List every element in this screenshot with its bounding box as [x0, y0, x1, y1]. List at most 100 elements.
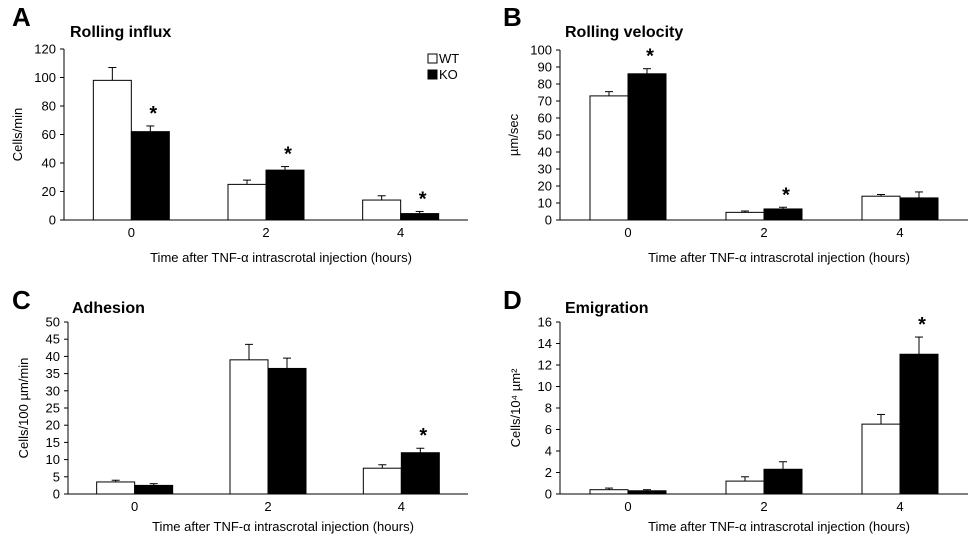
y-tick-label: 40 [42, 156, 56, 171]
panel-letter: C [12, 285, 31, 315]
y-tick-label: 10 [538, 379, 552, 394]
bar-ko [899, 197, 939, 221]
bar-ko [400, 213, 440, 221]
x-tick-label: 2 [262, 225, 269, 240]
y-tick-label: 6 [545, 422, 552, 437]
bar-wt [229, 359, 269, 495]
y-tick-label: 120 [34, 42, 56, 57]
bar-wt [227, 183, 267, 221]
significance-star: * [149, 103, 157, 125]
bar-wt [362, 199, 402, 221]
panel-title: Rolling influx [70, 24, 171, 41]
panel-title: Emigration [565, 300, 649, 317]
x-tick-label: 2 [264, 499, 271, 514]
y-tick-label: 50 [46, 315, 60, 330]
y-tick-label: 15 [46, 435, 60, 450]
y-tick-label: 40 [46, 349, 60, 364]
x-tick-label: 0 [128, 225, 135, 240]
y-tick-label: 10 [46, 452, 60, 467]
panel-title: Rolling velocity [565, 24, 683, 41]
y-axis-label: Cells/min [10, 108, 25, 161]
y-tick-label: 25 [46, 401, 60, 416]
bar-ko [265, 169, 305, 221]
x-tick-label: 4 [397, 225, 404, 240]
y-tick-label: 60 [42, 127, 56, 142]
y-tick-label: 0 [545, 487, 552, 502]
bar-ko [899, 353, 939, 495]
y-tick-label: 10 [538, 196, 552, 211]
y-tick-label: 70 [538, 94, 552, 109]
legend-label-ko: KO [439, 67, 458, 82]
y-tick-label: 80 [538, 77, 552, 92]
y-axis-label: Cells/100 µm/min [16, 358, 31, 459]
bar-wt [861, 195, 901, 221]
y-tick-label: 30 [46, 383, 60, 398]
bar-wt [589, 95, 629, 221]
y-axis-label: µm/sec [506, 113, 521, 156]
bar-ko [130, 131, 170, 221]
bar-wt [725, 211, 765, 221]
y-tick-label: 20 [538, 179, 552, 194]
legend-label-wt: WT [439, 51, 459, 66]
x-axis-label: Time after TNF-α intrascrotal injection … [648, 519, 910, 534]
panel-a: A Rolling influx 0 20 40 60 80 100 120 Cells/min 0… [10, 2, 468, 265]
x-axis-label: Time after TNF-α intrascrotal injection … [150, 250, 412, 265]
y-tick-label: 8 [545, 401, 552, 416]
y-tick-label: 80 [42, 99, 56, 114]
y-tick-label: 2 [545, 465, 552, 480]
y-tick-label: 50 [538, 128, 552, 143]
bar-ko [627, 73, 667, 221]
y-tick-label: 16 [538, 315, 552, 330]
significance-star: * [782, 184, 790, 206]
significance-star: * [419, 425, 427, 447]
significance-star: * [419, 188, 427, 210]
legend-swatch-ko [427, 69, 438, 80]
y-tick-label: 20 [46, 418, 60, 433]
y-axis-label: Cells/10⁴ µm² [508, 368, 523, 447]
bar-ko [400, 452, 440, 495]
y-tick-label: 90 [538, 60, 552, 75]
x-tick-label: 2 [760, 499, 767, 514]
y-tick-label: 14 [538, 336, 552, 351]
significance-star: * [284, 144, 292, 166]
bar-ko [627, 490, 667, 495]
y-tick-label: 35 [46, 366, 60, 381]
legend-swatch-wt [427, 53, 438, 64]
x-tick-label: 0 [624, 225, 631, 240]
y-tick-label: 20 [42, 184, 56, 199]
bar-ko [763, 208, 803, 221]
y-tick-label: 0 [49, 213, 56, 228]
x-tick-label: 4 [896, 225, 903, 240]
bar-wt [861, 423, 901, 495]
x-axis-label: Time after TNF-α intrascrotal injection … [648, 250, 910, 265]
bar-wt [96, 481, 136, 495]
y-tick-label: 4 [545, 444, 552, 459]
y-tick-label: 60 [538, 111, 552, 126]
x-tick-label: 4 [398, 499, 405, 514]
bar-ko [763, 468, 803, 495]
bar-wt [362, 467, 402, 495]
panel-letter: D [503, 285, 522, 315]
x-tick-label: 0 [624, 499, 631, 514]
bar-wt [725, 480, 765, 495]
y-tick-label: 0 [53, 487, 60, 502]
x-axis-label: Time after TNF-α intrascrotal injection … [152, 519, 414, 534]
x-tick-label: 2 [760, 225, 767, 240]
y-tick-label: 12 [538, 358, 552, 373]
bar-ko [134, 484, 174, 495]
y-tick-label: 5 [53, 469, 60, 484]
y-tick-label: 45 [46, 332, 60, 347]
panel-title: Adhesion [72, 300, 145, 317]
y-tick-label: 100 [530, 43, 552, 58]
x-tick-label: 0 [131, 499, 138, 514]
x-tick-label: 4 [896, 499, 903, 514]
panel-d: D Emigration 0 2 4 6 8 10 12 14 16 Cells/10⁴ µm² 0 2 4… [503, 285, 968, 534]
significance-star: * [646, 46, 654, 68]
bar-wt [589, 489, 629, 495]
panel-letter: A [12, 2, 31, 32]
y-tick-label: 0 [545, 213, 552, 228]
